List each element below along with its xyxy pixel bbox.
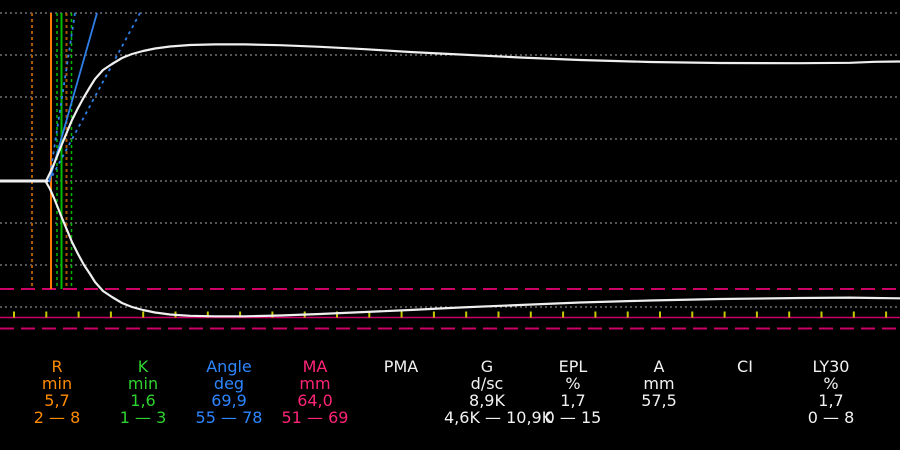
param-name: LY30	[812, 357, 850, 376]
param-unit: d/sc	[470, 374, 504, 393]
param-value: 5,7	[44, 391, 70, 410]
param-name: PMA	[383, 357, 419, 376]
param-ci: CI	[702, 358, 788, 426]
param-name: G	[480, 357, 494, 376]
param-value: 64,0	[297, 391, 333, 410]
angle-range-high-line	[48, 12, 76, 183]
param-unit: %	[565, 374, 581, 393]
param-range	[702, 409, 788, 426]
param-value: 69,9	[211, 391, 247, 410]
param-value: 1,7	[560, 391, 586, 410]
param-ma: MA mm 64,0 51 — 69	[272, 358, 358, 426]
param-name: A	[653, 357, 665, 376]
param-range	[616, 409, 702, 426]
param-value: 8,9K	[469, 391, 505, 410]
trace-upper	[44, 43, 900, 183]
param-value: 57,5	[641, 391, 677, 410]
param-range: 1 — 3	[119, 408, 167, 427]
param-unit: mm	[299, 374, 331, 393]
param-value	[358, 392, 444, 409]
param-name: R	[51, 357, 63, 376]
param-value	[702, 392, 788, 409]
param-range: 55 — 78	[195, 408, 263, 427]
param-ly30: LY30% 1,7 0 — 8	[788, 358, 874, 426]
param-range: 0 — 8	[807, 408, 855, 427]
param-unit: deg	[213, 374, 245, 393]
param-range	[358, 409, 444, 426]
param-range: 0 — 15	[544, 408, 602, 427]
param-epl: EPL% 1,7 0 — 15	[530, 358, 616, 426]
param-range: 51 — 69	[281, 408, 349, 427]
param-unit: %	[823, 374, 839, 393]
param-pma: PMA	[358, 358, 444, 426]
param-name: EPL	[558, 357, 588, 376]
param-unit	[358, 375, 444, 392]
param-range: 4,6K — 10,9K	[444, 408, 553, 427]
param-range: 2 — 8	[33, 408, 81, 427]
param-value: 1,6	[130, 391, 156, 410]
param-name: MA	[302, 357, 328, 376]
param-name: CI	[737, 357, 753, 376]
param-value: 1,7	[818, 391, 844, 410]
param-unit: mm	[643, 374, 675, 393]
param-unit: min	[41, 374, 73, 393]
param-unit: min	[127, 374, 159, 393]
param-name: K	[137, 357, 149, 376]
param-unit	[702, 375, 788, 392]
param-angle: Angle deg 69,9 55 — 78	[186, 358, 272, 426]
param-name: Angle	[206, 357, 252, 376]
trace-lower	[44, 180, 900, 318]
teg-trace-plot	[0, 12, 900, 330]
